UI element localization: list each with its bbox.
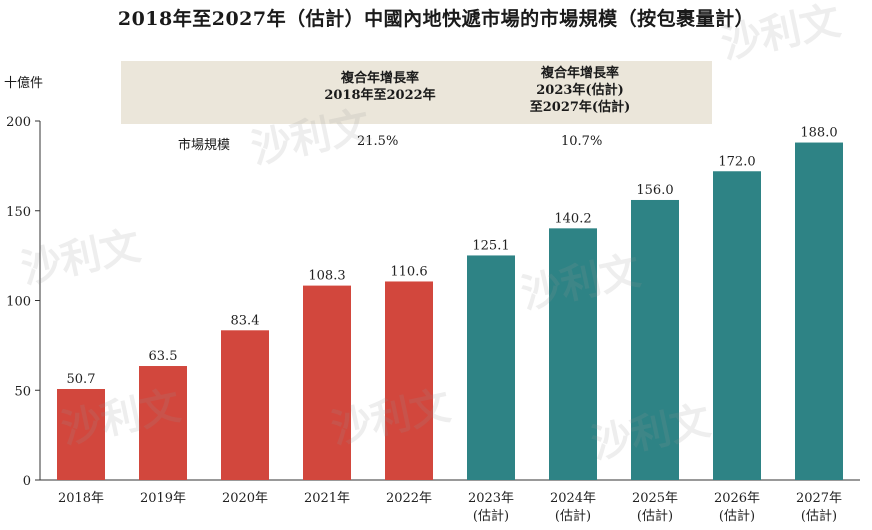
x-tick-label: 2021年 (304, 491, 350, 506)
bar (221, 330, 269, 480)
bar (713, 171, 761, 480)
cagr-header-forecast-line3: 至2027年(估計) (529, 100, 631, 115)
cagr-header-box (121, 61, 712, 124)
y-tick-label: 50 (14, 384, 31, 399)
cagr-header-historical: 複合年增長率 2018年至2022年 (300, 70, 460, 104)
bar-value-label: 83.4 (231, 313, 260, 328)
bar (303, 285, 351, 480)
x-tick-label: 2023年 (468, 491, 514, 506)
bar-value-label: 172.0 (718, 154, 755, 169)
bar (385, 281, 433, 480)
bar (795, 142, 843, 481)
x-tick-label: 2025年 (632, 491, 678, 506)
y-tick-label: 100 (6, 295, 31, 310)
bar-value-label: 156.0 (636, 183, 673, 198)
cagr-header-forecast-line1: 複合年增長率 (540, 66, 619, 81)
x-tick-label-sub: (估計) (719, 508, 755, 524)
y-axis-unit-label: 十億件 (4, 76, 44, 91)
x-tick-label-sub: (估計) (637, 508, 673, 524)
cagr-row-label: 市場規模 (178, 138, 231, 153)
bar-value-label: 125.1 (472, 238, 509, 253)
x-tick-label: 2022年 (386, 491, 432, 506)
cagr-header-historical-line2: 2018年至2022年 (324, 88, 436, 103)
bar (549, 228, 597, 480)
bar-value-label: 50.7 (67, 372, 96, 387)
cagr-header-forecast: 複合年增長率 2023年(估計) 至2027年(估計) (500, 65, 660, 116)
x-tick-label: 2020年 (222, 491, 268, 506)
x-tick-label-sub: (估計) (473, 508, 509, 524)
bar-value-label: 108.3 (308, 269, 345, 284)
bar (631, 199, 679, 481)
y-tick-label: 200 (6, 115, 31, 130)
x-tick-label-sub: (估計) (801, 508, 837, 524)
x-tick-label: 2018年 (58, 491, 104, 506)
cagr-header-historical-line1: 複合年增長率 (340, 71, 419, 86)
chart-title: 2018年至2027年（估計）中國內地快遞市場的市場規模（按包裹量計） (117, 8, 755, 30)
x-tick-label: 2027年 (796, 491, 842, 506)
x-tick-label-sub: (估計) (555, 508, 591, 524)
bar (57, 388, 105, 480)
y-tick-label: 0 (23, 474, 31, 489)
x-tick-label: 2026年 (714, 491, 760, 506)
cagr-value-historical: 21.5% (357, 134, 399, 149)
y-tick-label: 150 (6, 205, 31, 220)
bar (467, 255, 515, 480)
x-tick-label: 2024年 (550, 491, 596, 506)
bar-value-label: 188.0 (800, 126, 837, 141)
x-tick-label: 2019年 (140, 491, 186, 506)
bar (139, 366, 187, 480)
bar-value-label: 140.2 (554, 211, 591, 226)
cagr-value-forecast: 10.7% (561, 134, 603, 149)
cagr-header-forecast-line2: 2023年(估計) (536, 83, 624, 98)
bar-value-label: 110.6 (390, 264, 427, 279)
bar-value-label: 63.5 (149, 349, 178, 364)
